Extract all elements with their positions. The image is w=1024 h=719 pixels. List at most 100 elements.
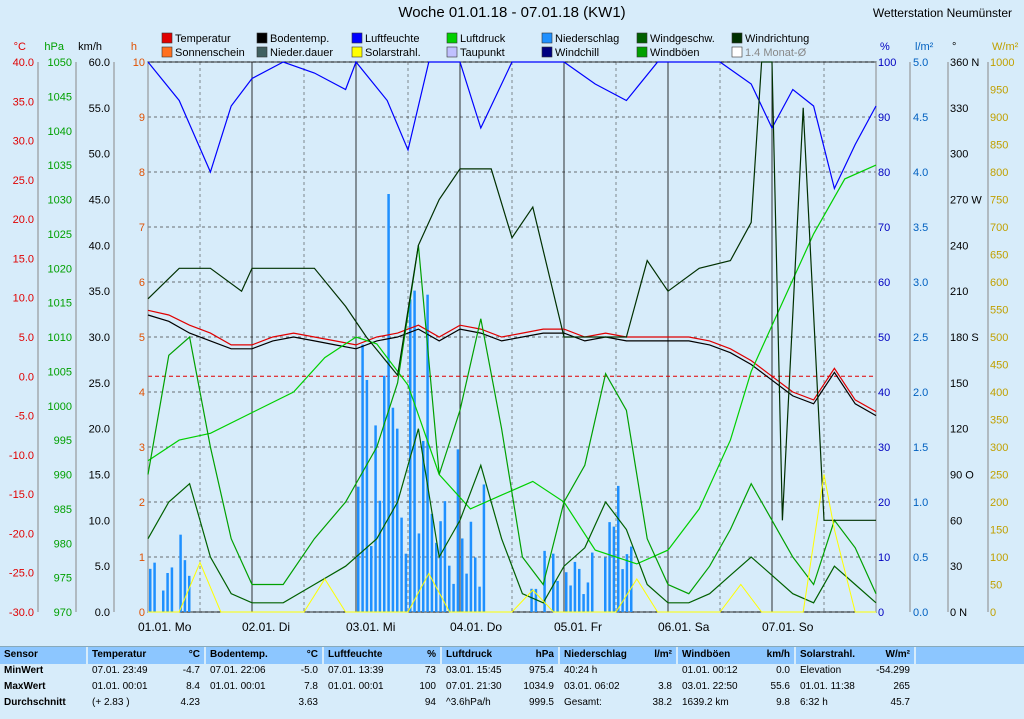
stats-header: Bodentemp. bbox=[210, 649, 268, 660]
axis-tick-pct: 100 bbox=[878, 57, 896, 69]
precip-bar bbox=[413, 290, 416, 612]
stats-time: 07.01. 13:39 bbox=[328, 665, 384, 676]
stats-header: Luftfeuchte bbox=[328, 649, 383, 660]
axis-tick-wm2: 0 bbox=[990, 607, 996, 619]
series-line-luftfeuchte bbox=[147, 60, 877, 191]
axis-tick-wm2: 200 bbox=[990, 497, 1008, 509]
precip-bar bbox=[365, 379, 369, 612]
precip-bar bbox=[422, 440, 425, 612]
stats-value: 999.5 bbox=[528, 697, 554, 708]
stats-unit: °C bbox=[306, 649, 318, 660]
weather-chart: 40.035.030.025.020.015.010.05.00.0-5.0-1… bbox=[9, 32, 1019, 634]
axis-tick-deg: 360 N bbox=[950, 57, 979, 69]
stats-time: 01.01. 11:38 bbox=[800, 681, 855, 692]
axis-tick-temp: 15.0 bbox=[13, 253, 34, 265]
axis-tick-pct: 40 bbox=[878, 387, 890, 399]
stats-time: 40:24 h bbox=[564, 665, 598, 676]
legend-label: Sonnenschein bbox=[175, 47, 245, 59]
stats-value: 9.8 bbox=[776, 697, 790, 708]
axis-tick-hpa: 1015 bbox=[48, 298, 72, 310]
axis-tick-hpa: 995 bbox=[54, 435, 72, 447]
stats-time: (+ 2.83 ) bbox=[92, 697, 130, 708]
x-tick-label: 04.01. Do bbox=[450, 620, 502, 634]
precip-bar bbox=[443, 501, 447, 612]
axis-tick-hpa: 1010 bbox=[48, 332, 72, 344]
stats-unit: % bbox=[427, 649, 436, 660]
stats-header: Temperatur bbox=[92, 649, 147, 660]
precip-bar bbox=[621, 569, 624, 612]
precip-bar bbox=[608, 522, 611, 612]
axis-tick-pct: 50 bbox=[878, 332, 890, 344]
axis-tick-wm2: 650 bbox=[990, 250, 1008, 262]
stats-header: Sensor bbox=[4, 649, 38, 660]
axis-unit-deg: ° bbox=[952, 41, 956, 53]
axis-tick-h: 7 bbox=[139, 222, 145, 234]
axis-tick-wm2: 600 bbox=[990, 277, 1008, 289]
axis-tick-temp: 10.0 bbox=[13, 293, 34, 305]
axis-tick-wm2: 750 bbox=[990, 195, 1008, 207]
axis-tick-deg: 240 bbox=[950, 240, 968, 252]
precip-bar bbox=[183, 560, 187, 612]
legend-swatch bbox=[731, 46, 743, 58]
stats-header: Niederschlag bbox=[564, 649, 627, 660]
axis-tick-deg: 150 bbox=[950, 378, 968, 390]
axis-tick-kmh: 40.0 bbox=[89, 240, 110, 252]
stats-time: 01.01. 00:01 bbox=[92, 681, 148, 692]
stats-unit: hPa bbox=[535, 649, 554, 660]
legend-label: Nieder.dauer bbox=[270, 47, 333, 59]
axis-tick-lm2: 3.5 bbox=[913, 222, 928, 234]
stats-value: -4.7 bbox=[182, 665, 200, 676]
axis-tick-temp: -20.0 bbox=[9, 528, 34, 540]
axis-tick-wm2: 450 bbox=[990, 360, 1008, 372]
axis-tick-h: 8 bbox=[139, 167, 145, 179]
legend-label: Luftfeuchte bbox=[365, 33, 419, 45]
axis-unit-pct: % bbox=[880, 41, 890, 53]
precip-bar bbox=[552, 553, 555, 612]
stats-value: 94 bbox=[424, 697, 436, 708]
precip-bar bbox=[452, 583, 455, 612]
legend-swatch bbox=[256, 46, 268, 58]
legend-swatch bbox=[636, 46, 648, 58]
stats-value: 7.8 bbox=[304, 681, 318, 692]
legend-label: 1.4 Monat-Ø bbox=[745, 47, 807, 59]
axis-tick-hpa: 975 bbox=[54, 573, 72, 585]
axis-tick-hpa: 1020 bbox=[48, 263, 72, 275]
stats-header: Luftdruck bbox=[446, 649, 493, 660]
stats-unit: W/m² bbox=[885, 649, 910, 660]
x-tick-label: 02.01. Di bbox=[242, 620, 290, 634]
precip-bar bbox=[469, 521, 473, 612]
precip-bar bbox=[378, 500, 382, 612]
stats-unit: km/h bbox=[766, 649, 790, 660]
precip-bar bbox=[573, 561, 577, 612]
axis-tick-lm2: 4.0 bbox=[913, 167, 928, 179]
stats-time: 6:32 h bbox=[800, 697, 828, 708]
axis-tick-wm2: 250 bbox=[990, 470, 1008, 482]
stats-header: Solarstrahl. bbox=[800, 649, 856, 660]
axis-tick-wm2: 400 bbox=[990, 387, 1008, 399]
axis-tick-kmh: 55.0 bbox=[89, 103, 110, 115]
axis-tick-wm2: 1000 bbox=[990, 57, 1014, 69]
precip-bar bbox=[612, 526, 616, 612]
stats-value: 55.6 bbox=[770, 681, 790, 692]
axis-tick-wm2: 350 bbox=[990, 415, 1008, 427]
precip-bar bbox=[387, 194, 390, 612]
precip-bar bbox=[162, 590, 165, 612]
axis-tick-pct: 20 bbox=[878, 497, 890, 509]
axis-tick-lm2: 4.5 bbox=[913, 112, 928, 124]
series-line-windrichtung bbox=[147, 61, 876, 521]
stats-time: Gesamt: bbox=[564, 697, 602, 708]
precip-bar bbox=[556, 580, 559, 612]
axis-tick-deg: 330 bbox=[950, 103, 968, 115]
axis-tick-kmh: 50.0 bbox=[89, 149, 110, 161]
axis-tick-deg: 90 O bbox=[950, 470, 974, 482]
legend-swatch bbox=[256, 32, 268, 44]
stats-column: Luftfeuchte% 07.01. 13:39 73 01.01. 00:01 10… bbox=[324, 647, 440, 719]
axis-tick-temp: 40.0 bbox=[13, 57, 34, 69]
axis-tick-h: 10 bbox=[133, 57, 145, 69]
stats-column: Niederschlag l/m² 40:24 h 03.01. 06:02 3.8 Ge… bbox=[560, 647, 676, 719]
axis-tick-wm2: 50 bbox=[990, 580, 1002, 592]
axis-tick-kmh: 0.0 bbox=[95, 607, 110, 619]
axis-tick-kmh: 60.0 bbox=[89, 57, 110, 69]
axis-tick-deg: 120 bbox=[950, 424, 968, 436]
axis-tick-hpa: 1040 bbox=[48, 126, 72, 138]
